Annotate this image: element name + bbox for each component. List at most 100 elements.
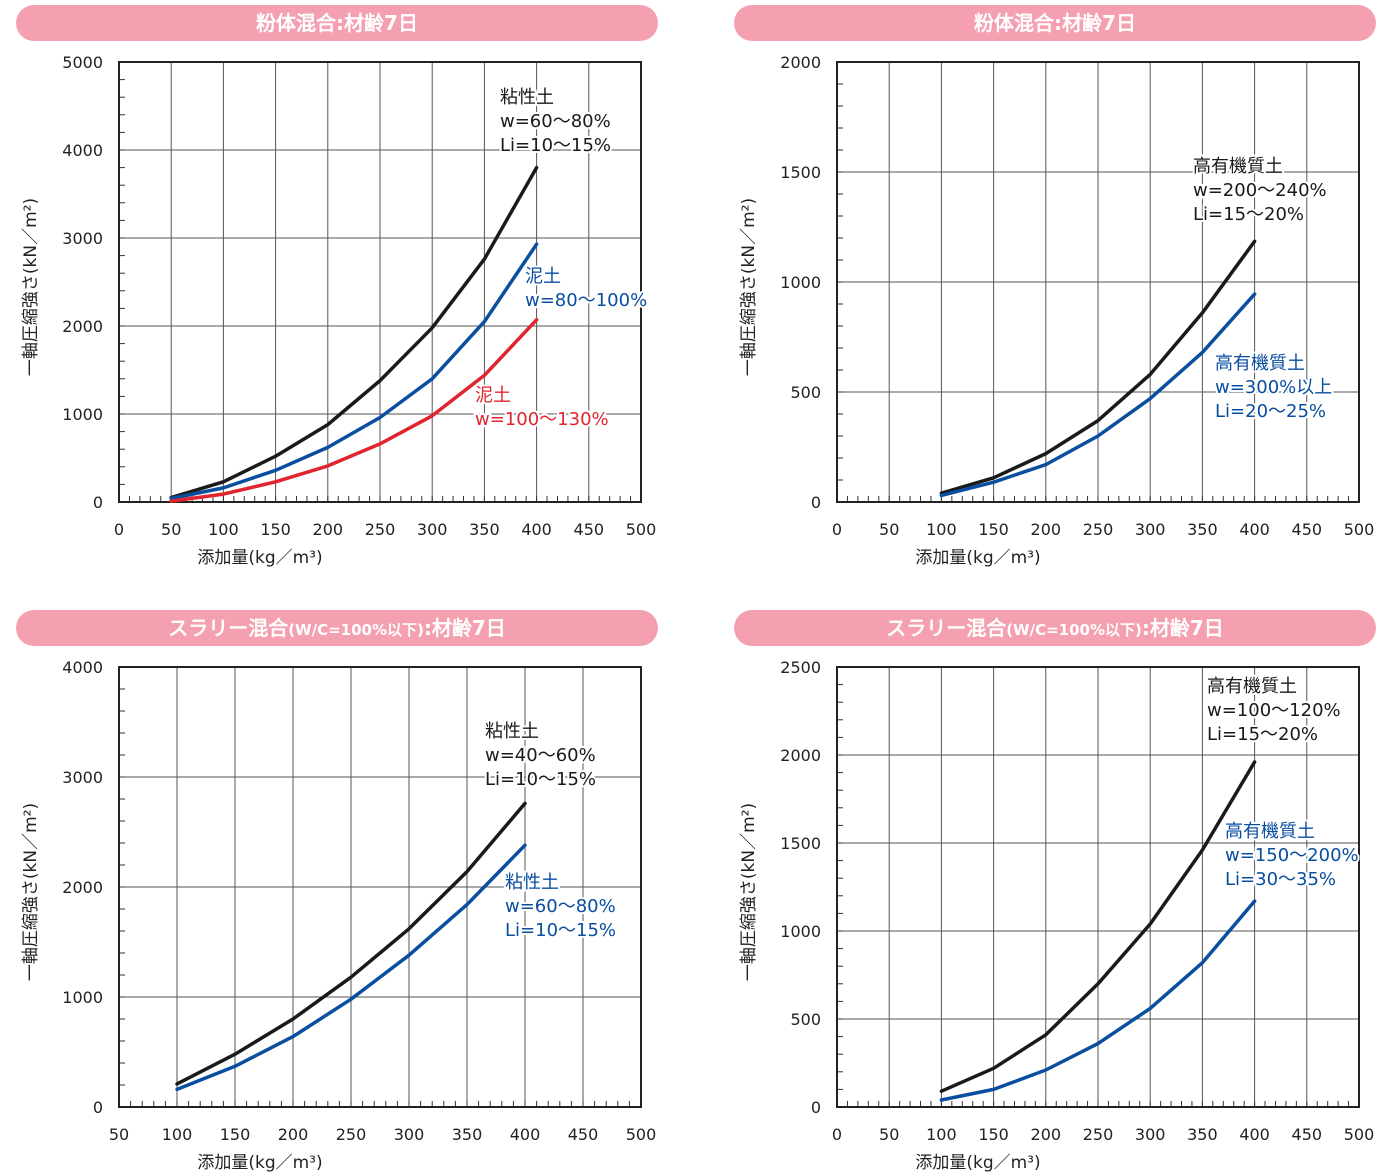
x-tick-label: 500 bbox=[1344, 1125, 1375, 1144]
chart-title-3-sub: (W/C=100%以下) bbox=[288, 621, 424, 639]
series-label-halo: 高有機質土 bbox=[1225, 821, 1315, 842]
series-label-halo: 高有機質土 bbox=[1207, 676, 1297, 697]
y-axis-label: 一軸圧縮強さ(kN／m²) bbox=[739, 803, 759, 981]
series-label-halo: Li=20〜25% bbox=[1215, 401, 1326, 422]
chart-title-3-main: スラリー混合 bbox=[168, 616, 289, 640]
series-label-line: 泥土 bbox=[475, 385, 511, 406]
chart-title-4-sub: (W/C=100%以下) bbox=[1006, 621, 1142, 639]
plot-frame bbox=[118, 666, 642, 1108]
x-tick-label: 150 bbox=[978, 520, 1009, 539]
series-label-line: w=40〜60% bbox=[485, 745, 596, 766]
x-tick-label: 350 bbox=[1187, 520, 1218, 539]
series-label-halo: 泥土 bbox=[525, 266, 561, 287]
series-label-line: w=80〜100% bbox=[525, 290, 647, 311]
y-tick-label: 2000 bbox=[780, 746, 821, 765]
series-label: 高有機質土高有機質土w=150〜200%w=150〜200%Li=30〜35%L… bbox=[1223, 819, 1361, 892]
y-tick-label: 500 bbox=[790, 1010, 821, 1029]
series-label-line: 粘性土 bbox=[505, 872, 559, 893]
x-tick-label: 0 bbox=[832, 1125, 842, 1144]
series-label-line: 粘性土 bbox=[500, 87, 554, 108]
series-line bbox=[169, 242, 539, 501]
x-tick-label: 250 bbox=[1083, 1125, 1114, 1144]
series-label-line: 高有機質土 bbox=[1193, 156, 1283, 177]
x-tick-label: 100 bbox=[926, 520, 957, 539]
y-tick-label: 500 bbox=[790, 383, 821, 402]
series-label-halo: w=60〜80% bbox=[505, 896, 616, 917]
plot-frame bbox=[118, 61, 642, 503]
x-tick-label: 200 bbox=[278, 1125, 309, 1144]
series-label-halo: Li=10〜15% bbox=[505, 920, 616, 941]
y-tick-label: 2000 bbox=[62, 317, 103, 336]
series-label-halo: w=100〜120% bbox=[1207, 700, 1341, 721]
series-label-line: Li=30〜35% bbox=[1225, 869, 1336, 890]
y-axis-label: 一軸圧縮強さ(kN／m²) bbox=[21, 803, 41, 981]
series-label-halo: Li=15〜20% bbox=[1207, 724, 1318, 745]
chart-title-2: 粉体混合:材齢7日 bbox=[734, 5, 1376, 41]
x-tick-label: 200 bbox=[1031, 1125, 1062, 1144]
series-label-line: Li=15〜20% bbox=[1207, 724, 1318, 745]
series-label: 高有機質土高有機質土w=100〜120%w=100〜120%Li=15〜20%L… bbox=[1205, 674, 1343, 747]
x-tick-label: 50 bbox=[879, 520, 899, 539]
x-tick-label: 450 bbox=[1292, 520, 1323, 539]
chart-2: 0 50 100 150 200 250 300 350 400 450 500 0 500 1000 15… bbox=[739, 53, 1374, 568]
series-label-halo: Li=10〜15% bbox=[485, 769, 596, 790]
x-tick-label: 200 bbox=[313, 520, 344, 539]
x-tick-label: 400 bbox=[521, 520, 552, 539]
series-line bbox=[939, 760, 1257, 1093]
y-tick-label: 0 bbox=[93, 1098, 103, 1117]
y-tick-label: 1500 bbox=[780, 834, 821, 853]
x-tick-label: 300 bbox=[394, 1125, 425, 1144]
series-label-line: w=150〜200% bbox=[1225, 845, 1359, 866]
series-label-line: 高有機質土 bbox=[1207, 676, 1297, 697]
series-label-halo: w=80〜100% bbox=[525, 290, 647, 311]
x-tick-label: 350 bbox=[1187, 1125, 1218, 1144]
x-tick-label: 100 bbox=[208, 520, 239, 539]
series-label-line: w=100〜120% bbox=[1207, 700, 1341, 721]
x-axis-label: 添加量(kg／m³) bbox=[197, 548, 322, 568]
x-tick-label: 50 bbox=[161, 520, 181, 539]
y-tick-label: 5000 bbox=[62, 53, 103, 72]
series-label-halo: w=150〜200% bbox=[1225, 845, 1359, 866]
chart-title-1: 粉体混合:材齢7日 bbox=[16, 5, 658, 41]
series-label-line: w=60〜80% bbox=[505, 896, 616, 917]
x-tick-label: 350 bbox=[469, 520, 500, 539]
chart-1: 0 50 100 150 200 250 300 350 400 450 5000100020003… bbox=[21, 53, 656, 568]
y-tick-label: 3000 bbox=[62, 229, 103, 248]
x-tick-label: 300 bbox=[1135, 520, 1166, 539]
x-tick-label: 350 bbox=[452, 1125, 483, 1144]
series-label-halo: Li=10〜15% bbox=[500, 135, 611, 156]
series-label: 高有機質土高有機質土w=300%以上w=300%以上Li=20〜25%Li=20… bbox=[1213, 351, 1334, 424]
y-tick-label: 1500 bbox=[780, 163, 821, 182]
chart-title-4-tail: :材齢7日 bbox=[1141, 616, 1224, 640]
series-line bbox=[175, 843, 527, 1092]
series-label-halo: w=200〜240% bbox=[1193, 180, 1327, 201]
chart-title-1-text: 粉体混合:材齢7日 bbox=[256, 11, 418, 35]
series-label-line: Li=15〜20% bbox=[1193, 204, 1304, 225]
x-axis-label: 添加量(kg／m³) bbox=[197, 1153, 322, 1173]
chart-title-3-tail: :材齢7日 bbox=[423, 616, 506, 640]
chart-title-2-text: 粉体混合:材齢7日 bbox=[974, 11, 1136, 35]
y-tick-label: 4000 bbox=[62, 141, 103, 160]
series-label-line: w=100〜130% bbox=[475, 409, 609, 430]
y-tick-label: 4000 bbox=[62, 658, 103, 677]
series-label-line: 高有機質土 bbox=[1225, 821, 1315, 842]
series-label: 高有機質土高有機質土w=200〜240%w=200〜240%Li=15〜20%L… bbox=[1191, 154, 1329, 227]
chart-title-4: スラリー混合(W/C=100%以下):材齢7日 bbox=[734, 610, 1376, 646]
series-label-line: w=300%以上 bbox=[1215, 377, 1332, 398]
x-tick-label: 250 bbox=[365, 520, 396, 539]
series-line bbox=[169, 318, 539, 503]
y-axis-label: 一軸圧縮強さ(kN／m²) bbox=[739, 198, 759, 376]
series-line bbox=[939, 899, 1257, 1102]
x-tick-label: 250 bbox=[1083, 520, 1114, 539]
x-tick-label: 150 bbox=[260, 520, 291, 539]
x-tick-label: 400 bbox=[510, 1125, 541, 1144]
series-label-line: Li=20〜25% bbox=[1215, 401, 1326, 422]
plot-frame bbox=[836, 666, 1360, 1108]
x-tick-label: 300 bbox=[1135, 1125, 1166, 1144]
series-label-halo: w=300%以上 bbox=[1215, 377, 1332, 398]
